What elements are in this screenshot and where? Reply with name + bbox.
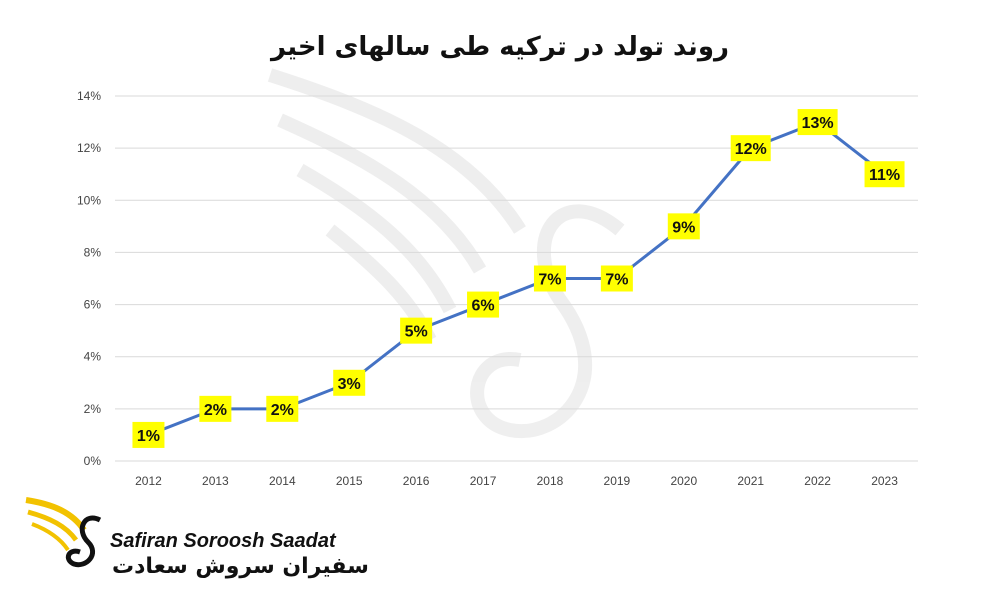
series-line [147, 120, 886, 437]
data-label: 2% [266, 395, 299, 422]
data-label-box [533, 265, 566, 292]
data-label: 9% [667, 213, 700, 240]
data-label-text: 2% [271, 402, 294, 419]
data-label: 3% [333, 369, 366, 396]
brand-name: Safiran Soroosh Saadat [110, 530, 336, 552]
data-label-box [132, 421, 165, 448]
data-label-text: 2% [204, 402, 227, 419]
x-tick-label: 2016 [403, 474, 430, 488]
y-tick-label: 12% [77, 141, 101, 155]
data-label: 11% [864, 161, 905, 188]
x-tick-label: 2023 [871, 474, 898, 488]
data-label: 12% [730, 135, 771, 162]
y-tick-label: 2% [84, 402, 102, 416]
x-tick-label: 2020 [670, 474, 697, 488]
x-tick-label: 2017 [470, 474, 497, 488]
chart-title: روند تولد در ترکیه طی سالهای اخیر [271, 32, 729, 62]
data-label-text: 5% [405, 324, 428, 341]
x-tick-label: 2018 [537, 474, 564, 488]
data-label-text: 1% [137, 428, 160, 445]
data-label: 13% [797, 109, 838, 136]
data-label-box [864, 161, 905, 188]
data-label-box [400, 317, 433, 344]
data-label-text: 9% [672, 219, 695, 236]
watermark-logo [267, 68, 625, 439]
data-label: 7% [600, 265, 633, 292]
data-label-text: 7% [538, 272, 561, 289]
x-tick-label: 2013 [202, 474, 229, 488]
x-tick-label: 2015 [336, 474, 363, 488]
data-label: 1% [132, 421, 165, 448]
swan-logo-icon [25, 497, 102, 568]
data-label-box [266, 395, 299, 422]
data-label: 6% [467, 291, 500, 318]
data-label-text: 7% [605, 272, 628, 289]
data-label-box [730, 135, 771, 162]
x-tick-label: 2012 [135, 474, 162, 488]
brand-logo: Safiran Soroosh Saadat سفیران سروش سعادت [22, 492, 369, 582]
y-tick-label: 14% [77, 89, 101, 103]
data-label-text: 3% [338, 376, 361, 393]
data-label-box [333, 369, 366, 396]
x-tick-label: 2022 [804, 474, 831, 488]
x-tick-label: 2019 [604, 474, 631, 488]
data-label-text: 12% [735, 141, 767, 158]
y-tick-label: 0% [84, 454, 102, 468]
brand-name-fa: سفیران سروش سعادت [112, 554, 369, 579]
data-label: 7% [533, 265, 566, 292]
data-label-box [667, 213, 700, 240]
y-tick-label: 8% [84, 245, 102, 259]
y-tick-label: 4% [84, 350, 102, 364]
x-tick-label: 2014 [269, 474, 296, 488]
y-tick-label: 6% [84, 298, 102, 312]
y-tick-label: 10% [77, 193, 101, 207]
data-label-text: 6% [471, 298, 494, 315]
data-label-box [797, 109, 838, 136]
data-label-text: 11% [869, 167, 900, 184]
data-label-box [467, 291, 500, 318]
data-label-text: 13% [802, 115, 834, 132]
data-label: 5% [400, 317, 433, 344]
data-label: 2% [199, 395, 232, 422]
data-label-box [600, 265, 633, 292]
x-tick-label: 2021 [737, 474, 764, 488]
data-label-box [199, 395, 232, 422]
